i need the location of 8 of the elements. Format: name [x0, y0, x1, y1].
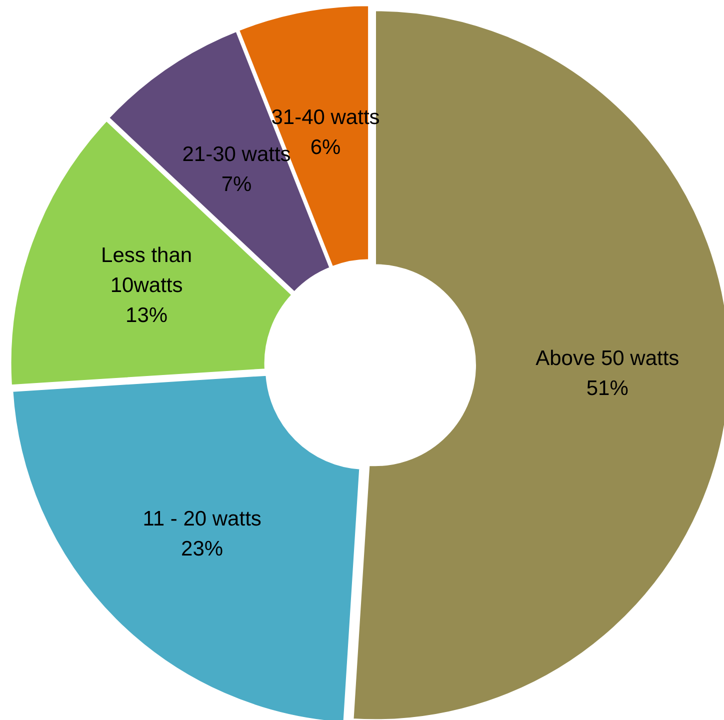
- data-label: 13%: [126, 304, 168, 327]
- slice-label: Above 50 watts: [536, 346, 680, 370]
- slice-label: 11 - 20 watts: [142, 507, 262, 530]
- data-label: 23%: [181, 537, 224, 560]
- data-label: 6%: [310, 136, 341, 160]
- slice-label: Less than 10watts: [101, 244, 192, 297]
- data-label: 51%: [586, 376, 628, 400]
- data-label: 7%: [221, 172, 252, 196]
